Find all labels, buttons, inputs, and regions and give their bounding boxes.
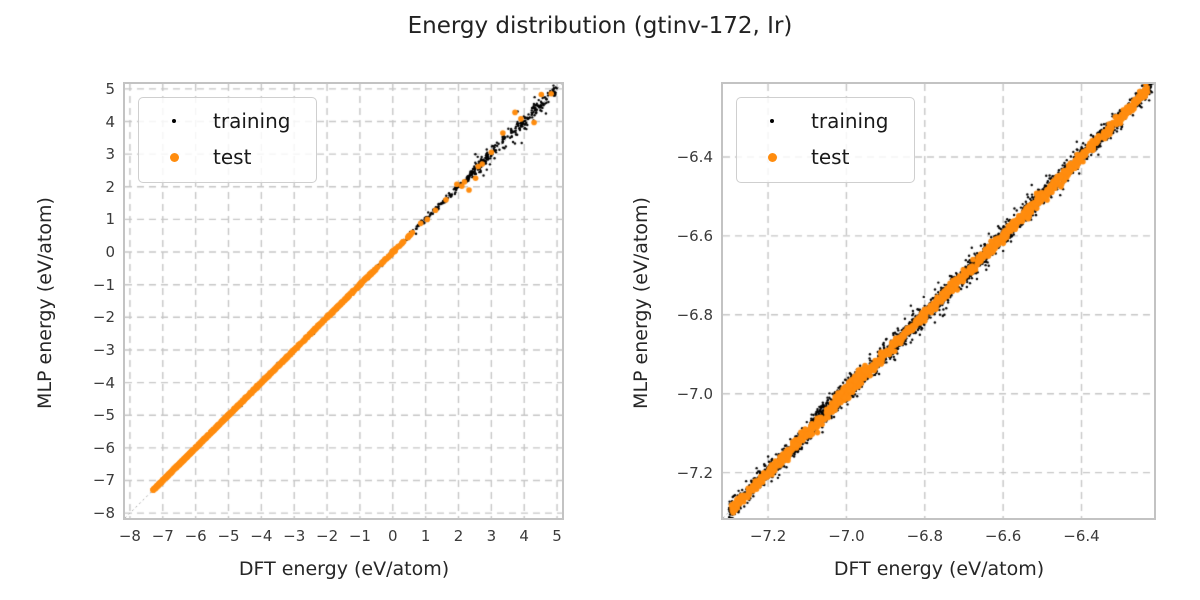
y-axis-label-zoom: MLP energy (eV/atom) xyxy=(630,197,652,409)
x-axis-label-overview: DFT energy (eV/atom) xyxy=(238,558,450,580)
x-tick-label: −6.4 xyxy=(1063,527,1100,545)
y-tick-label: −6.6 xyxy=(676,226,713,245)
test-marker-icon xyxy=(747,152,797,162)
x-tick-label: −3 xyxy=(283,527,306,545)
x-tick-label: −5 xyxy=(217,527,240,545)
training-marker-icon xyxy=(149,119,199,123)
y-tick-label: −7.0 xyxy=(676,384,713,403)
axes-zoom: training test xyxy=(721,82,1156,520)
y-tick-label: 5 xyxy=(105,79,115,98)
x-tick-label: 1 xyxy=(420,527,431,545)
x-tick-label: −7 xyxy=(151,527,174,545)
y-tick-label: 2 xyxy=(105,177,115,196)
x-tick-label: −7.0 xyxy=(828,527,865,545)
y-tick-label: −2 xyxy=(92,308,115,327)
y-tick-label: 1 xyxy=(105,210,115,229)
y-tick-label: 4 xyxy=(105,112,115,131)
x-tick-label: −2 xyxy=(316,527,339,545)
y-tick-label: −6.4 xyxy=(676,147,713,166)
x-tick-label: 4 xyxy=(519,527,529,545)
x-tick-label: −6.6 xyxy=(984,527,1022,545)
x-tick-label: −4 xyxy=(250,527,273,545)
y-tick-label: −5 xyxy=(92,406,115,425)
y-tick-label: −6 xyxy=(92,438,115,457)
y-tick-label: −7.2 xyxy=(676,463,713,482)
legend-item-test: test xyxy=(747,144,888,170)
legend-item-test: test xyxy=(149,144,290,170)
legend-label-training: training xyxy=(811,109,889,133)
x-tick-label: 2 xyxy=(453,527,464,545)
x-tick-label: −7.2 xyxy=(749,527,787,545)
training-marker-icon xyxy=(747,119,797,123)
y-tick-label: −7 xyxy=(92,471,115,490)
test-marker-icon xyxy=(149,152,199,162)
y-tick-label: −8 xyxy=(92,504,115,523)
y-tick-label: −6.8 xyxy=(676,305,713,324)
x-tick-label: 0 xyxy=(388,527,398,545)
legend-item-training: training xyxy=(747,108,888,134)
figure-title: Energy distribution (gtinv-172, Ir) xyxy=(407,13,793,39)
y-axis-label-overview: MLP energy (eV/atom) xyxy=(34,197,56,409)
x-tick-label: −1 xyxy=(348,527,371,545)
x-tick-label: 3 xyxy=(486,527,497,545)
legend-label-training: training xyxy=(213,109,291,133)
legend-label-test: test xyxy=(213,145,252,169)
y-tick-label: 0 xyxy=(105,243,115,262)
x-axis-label-zoom: DFT energy (eV/atom) xyxy=(833,558,1045,580)
x-tick-label: −8 xyxy=(118,527,141,545)
y-tick-label: −4 xyxy=(92,373,115,392)
legend-item-training: training xyxy=(149,108,290,134)
y-tick-label: −3 xyxy=(92,340,115,359)
x-tick-label: 5 xyxy=(552,527,562,545)
x-tick-label: −6.8 xyxy=(906,527,943,545)
legend-label-test: test xyxy=(811,145,850,169)
y-tick-label: −1 xyxy=(92,275,115,294)
legend: training test xyxy=(138,97,318,183)
legend: training test xyxy=(736,97,916,183)
x-tick-label: −6 xyxy=(184,527,207,545)
y-tick-label: 3 xyxy=(105,145,115,164)
axes-overview: training test xyxy=(123,82,564,520)
